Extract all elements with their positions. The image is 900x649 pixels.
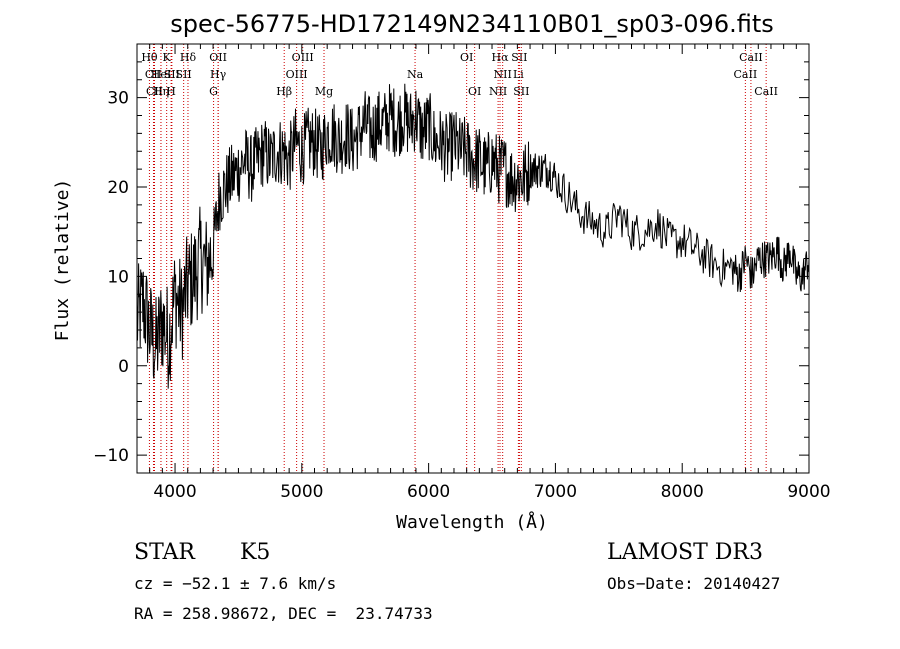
x-tick-label: 5000 bbox=[280, 482, 323, 502]
line-label: NII bbox=[489, 85, 507, 98]
line-label: NII bbox=[494, 68, 512, 81]
line-label: Hθ bbox=[141, 51, 158, 64]
coordinates: RA = 258.98672, DEC = 23.74733 bbox=[134, 604, 433, 623]
line-label: Hδ bbox=[180, 51, 197, 64]
x-axis-label: Wavelength (Å) bbox=[396, 511, 548, 533]
line-label: OII bbox=[209, 51, 227, 64]
line-label: OI bbox=[468, 85, 481, 98]
line-label: Hη bbox=[153, 85, 169, 98]
y-tick-label: −10 bbox=[93, 446, 129, 466]
line-label: SII bbox=[176, 68, 192, 81]
y-tick-label: 20 bbox=[107, 178, 129, 198]
y-axis: −10 0 10 20 30 bbox=[93, 43, 809, 474]
line-label: OIII bbox=[286, 68, 308, 81]
spectrum-line bbox=[136, 83, 810, 389]
x-tick-label: 6000 bbox=[407, 482, 450, 502]
line-label: G bbox=[209, 85, 218, 98]
line-label: H bbox=[166, 85, 176, 98]
line-label: K bbox=[163, 51, 172, 64]
line-label: Mg bbox=[315, 85, 333, 98]
redshift-text: cz = −52.1 ± 7.6 km/s bbox=[134, 574, 337, 593]
x-tick-label: 7000 bbox=[534, 482, 577, 502]
x-tick-label: 8000 bbox=[661, 482, 704, 502]
x-tick-label: 4000 bbox=[153, 482, 196, 502]
obs-date: Obs−Date: 20140427 bbox=[607, 574, 781, 593]
x-axis: 4000 5000 6000 7000 8000 9000 bbox=[149, 44, 831, 502]
y-tick-label: 30 bbox=[107, 89, 129, 109]
y-tick-label: 0 bbox=[118, 357, 129, 377]
survey-name: LAMOST DR3 bbox=[607, 540, 763, 565]
y-axis-label: Flux (relative) bbox=[52, 179, 73, 342]
line-label: Hγ bbox=[210, 68, 227, 81]
line-label: Hβ bbox=[276, 85, 292, 98]
line-label: Hα bbox=[491, 51, 509, 64]
object-class: STAR bbox=[134, 540, 195, 565]
line-label: CII bbox=[146, 85, 163, 98]
line-label: CII bbox=[145, 68, 162, 81]
line-label: CaII bbox=[754, 85, 778, 98]
line-label: CaII bbox=[739, 51, 763, 64]
x-tick-label: 9000 bbox=[787, 482, 830, 502]
line-label: HeI bbox=[151, 68, 171, 81]
line-label: Li bbox=[513, 68, 524, 81]
plot-frame bbox=[136, 43, 810, 474]
line-label: CaII bbox=[734, 68, 758, 81]
line-label: SII bbox=[164, 68, 180, 81]
chart-title: spec-56775-HD172149N234110B01_sp03-096.f… bbox=[170, 10, 774, 38]
object-subclass: K5 bbox=[240, 540, 271, 565]
line-label: Na bbox=[407, 68, 424, 81]
line-label: SII bbox=[513, 85, 529, 98]
line-label: OI bbox=[460, 51, 473, 64]
line-label: OIII bbox=[292, 51, 314, 64]
line-label: SII bbox=[511, 51, 527, 64]
y-tick-label: 10 bbox=[107, 267, 129, 287]
